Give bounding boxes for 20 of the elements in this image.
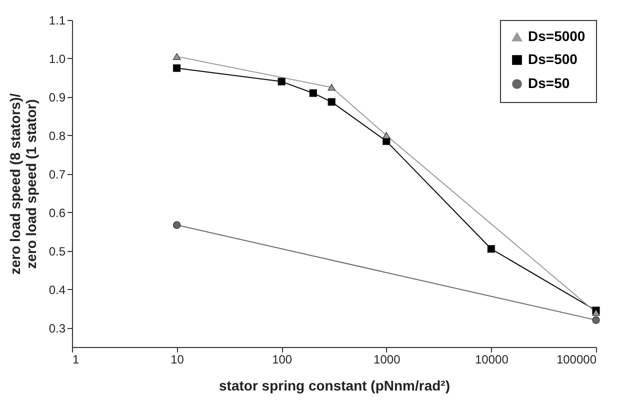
x-axis-title: stator spring constant (pNnm/rad²) [218,378,450,394]
y-tick-label: 0.9 [48,90,66,104]
legend-label: Ds=500 [528,51,578,67]
x-tick-label: 10000 [475,352,509,366]
x-tick-label: 1000 [374,352,401,366]
y-tick-label: 1.0 [48,52,66,66]
y-tick-label: 0.3 [48,321,66,336]
y-tick-label: 0.4 [48,282,66,297]
y-tick-label: 1.1 [48,14,66,28]
y-tick-label: 0.5 [48,244,66,258]
y-tick-label: 0.8 [48,128,66,143]
x-tick-label: 10 [170,352,184,366]
legend-label: Ds=5000 [528,28,586,44]
y-tick-label: 0.6 [48,206,66,220]
y-axis-title: zero load speed (8 stators)/ zero load speed (1 stator) [6,93,39,275]
x-tick-label: 1 [72,352,80,366]
x-tick-label: 100 [272,352,292,366]
legend-label: Ds=50 [528,75,570,91]
x-tick-label: 100000 [556,352,597,366]
y-tick-label: 0.7 [48,167,66,182]
